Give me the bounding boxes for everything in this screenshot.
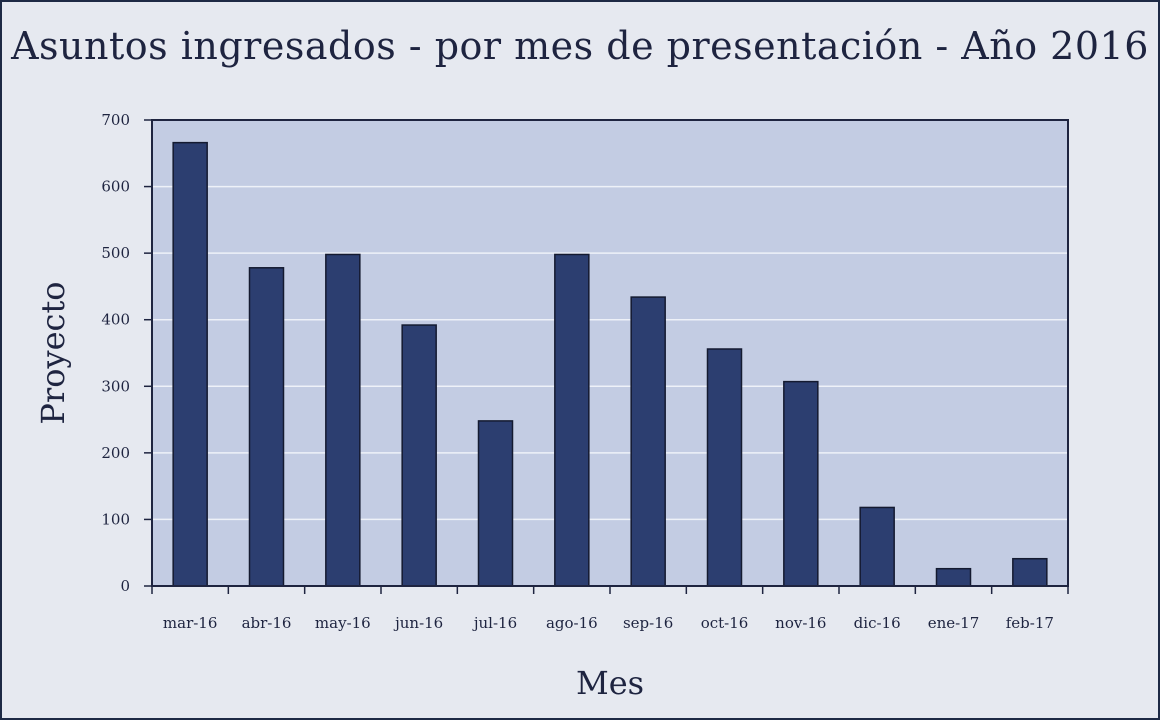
y-tick-label: 500 <box>101 244 130 262</box>
chart-title: Asuntos ingresados - por mes de presenta… <box>11 24 1149 68</box>
x-tick-label: dic-16 <box>854 614 901 632</box>
bar <box>248 267 285 587</box>
x-tick-label: sep-16 <box>623 614 673 632</box>
y-tick-label: 300 <box>101 377 130 395</box>
bar <box>859 506 895 587</box>
x-tick-label: jul-16 <box>472 614 517 632</box>
bar <box>325 253 361 587</box>
x-tick-label: nov-16 <box>775 614 826 632</box>
y-axis-title: Proyecto <box>34 281 72 424</box>
bar <box>935 567 972 587</box>
x-tick-label: abr-16 <box>242 614 292 632</box>
y-tick-label: 100 <box>101 510 130 528</box>
y-tick-label: 200 <box>101 444 130 462</box>
y-tick-label: 600 <box>101 178 130 196</box>
y-tick-labels: 0 100 200 300 400 500 600 700 <box>101 111 130 595</box>
plot-area <box>152 120 1068 586</box>
y-tick-label: 700 <box>101 111 130 129</box>
x-tick-label: oct-16 <box>701 614 749 632</box>
bar <box>477 420 514 587</box>
x-tick-label: may-16 <box>315 614 371 632</box>
plot-border <box>151 119 1069 587</box>
bar <box>630 296 666 587</box>
axes <box>144 119 1069 594</box>
x-tick-label: feb-17 <box>1006 614 1054 632</box>
bar <box>401 324 437 587</box>
x-tick-label: jun-16 <box>393 614 443 632</box>
x-axis-title: Mes <box>576 664 644 702</box>
y-tick-label: 400 <box>101 311 130 329</box>
x-tick-labels: mar-16 abr-16 may-16 jun-16 jul-16 ago-16 sep-… <box>163 614 1054 632</box>
x-tick-label: ene-17 <box>928 614 980 632</box>
bar <box>554 253 590 587</box>
bar <box>1012 557 1048 587</box>
bar <box>172 141 208 587</box>
x-tick-label: ago-16 <box>546 614 598 632</box>
bar <box>783 380 819 587</box>
x-tick-label: mar-16 <box>163 614 218 632</box>
y-tick-label: 0 <box>120 577 130 595</box>
bar <box>706 348 743 587</box>
